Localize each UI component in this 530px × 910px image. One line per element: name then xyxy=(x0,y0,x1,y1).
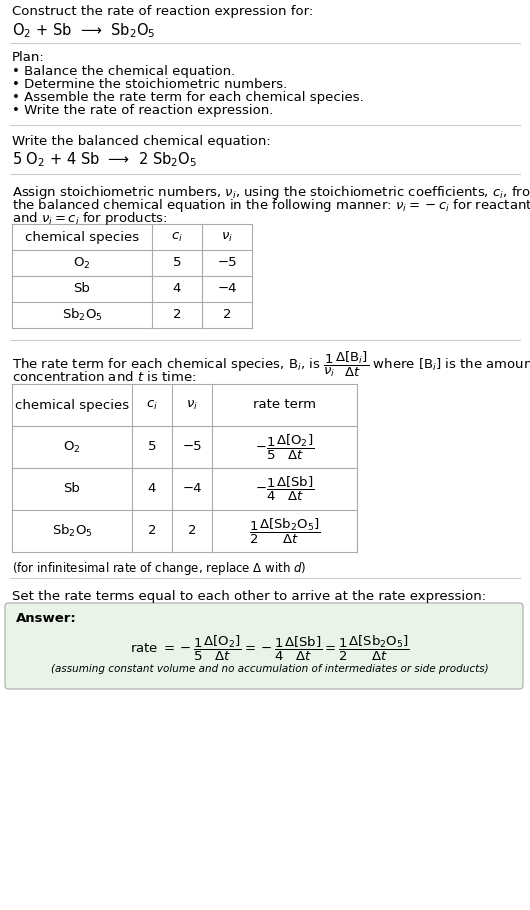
Text: O$_2$ + Sb  ⟶  Sb$_2$O$_5$: O$_2$ + Sb ⟶ Sb$_2$O$_5$ xyxy=(12,21,155,40)
Text: Sb$_2$O$_5$: Sb$_2$O$_5$ xyxy=(61,307,102,323)
Text: $\nu_i$: $\nu_i$ xyxy=(221,230,233,244)
Text: $\dfrac{1}{2}\dfrac{\Delta[\mathrm{Sb_2O_5}]}{\Delta t}$: $\dfrac{1}{2}\dfrac{\Delta[\mathrm{Sb_2O… xyxy=(249,516,320,546)
Text: 2: 2 xyxy=(223,308,231,321)
Text: Answer:: Answer: xyxy=(16,612,77,625)
Text: Plan:: Plan: xyxy=(12,51,45,64)
Text: rate term: rate term xyxy=(253,399,316,411)
Text: Sb: Sb xyxy=(74,282,91,296)
Text: Construct the rate of reaction expression for:: Construct the rate of reaction expressio… xyxy=(12,5,313,18)
Text: 5: 5 xyxy=(173,257,181,269)
Text: 2: 2 xyxy=(173,308,181,321)
Text: The rate term for each chemical species, B$_i$, is $\dfrac{1}{\nu_i}\dfrac{\Delt: The rate term for each chemical species,… xyxy=(12,350,530,379)
Text: $-\dfrac{1}{4}\dfrac{\Delta[\mathrm{Sb}]}{\Delta t}$: $-\dfrac{1}{4}\dfrac{\Delta[\mathrm{Sb}]… xyxy=(255,475,314,503)
Text: Sb$_2$O$_5$: Sb$_2$O$_5$ xyxy=(51,523,92,539)
Text: • Balance the chemical equation.: • Balance the chemical equation. xyxy=(12,65,235,78)
Text: $c_i$: $c_i$ xyxy=(146,399,158,411)
Text: $\nu_i$: $\nu_i$ xyxy=(186,399,198,411)
Text: concentration and $t$ is time:: concentration and $t$ is time: xyxy=(12,370,196,384)
Text: • Assemble the rate term for each chemical species.: • Assemble the rate term for each chemic… xyxy=(12,91,364,104)
Text: $c_i$: $c_i$ xyxy=(171,230,183,244)
Text: Assign stoichiometric numbers, $\nu_i$, using the stoichiometric coefficients, $: Assign stoichiometric numbers, $\nu_i$, … xyxy=(12,184,530,201)
Text: • Write the rate of reaction expression.: • Write the rate of reaction expression. xyxy=(12,104,273,117)
Text: 5: 5 xyxy=(148,440,156,453)
Text: −4: −4 xyxy=(182,482,202,496)
Text: 4: 4 xyxy=(148,482,156,496)
Text: rate $= -\dfrac{1}{5}\dfrac{\Delta[\mathrm{O_2}]}{\Delta t} = -\dfrac{1}{4}\dfra: rate $= -\dfrac{1}{5}\dfrac{\Delta[\math… xyxy=(130,634,410,663)
Text: Sb: Sb xyxy=(64,482,81,496)
Text: 2: 2 xyxy=(148,524,156,538)
Text: −5: −5 xyxy=(217,257,237,269)
Text: and $\nu_i = c_i$ for products:: and $\nu_i = c_i$ for products: xyxy=(12,210,167,227)
Text: Write the balanced chemical equation:: Write the balanced chemical equation: xyxy=(12,135,271,148)
Text: −4: −4 xyxy=(217,282,237,296)
Text: 5 O$_2$ + 4 Sb  ⟶  2 Sb$_2$O$_5$: 5 O$_2$ + 4 Sb ⟶ 2 Sb$_2$O$_5$ xyxy=(12,150,197,168)
Text: 2: 2 xyxy=(188,524,196,538)
Text: chemical species: chemical species xyxy=(25,230,139,244)
Text: (for infinitesimal rate of change, replace Δ with $d$): (for infinitesimal rate of change, repla… xyxy=(12,560,306,577)
Text: • Determine the stoichiometric numbers.: • Determine the stoichiometric numbers. xyxy=(12,78,287,91)
Text: (assuming constant volume and no accumulation of intermediates or side products): (assuming constant volume and no accumul… xyxy=(51,664,489,674)
Text: O$_2$: O$_2$ xyxy=(73,256,91,270)
Text: 4: 4 xyxy=(173,282,181,296)
Text: O$_2$: O$_2$ xyxy=(63,440,81,455)
Text: the balanced chemical equation in the following manner: $\nu_i = -c_i$ for react: the balanced chemical equation in the fo… xyxy=(12,197,530,214)
Text: $-\dfrac{1}{5}\dfrac{\Delta[\mathrm{O_2}]}{\Delta t}$: $-\dfrac{1}{5}\dfrac{\Delta[\mathrm{O_2}… xyxy=(255,432,314,461)
Text: Set the rate terms equal to each other to arrive at the rate expression:: Set the rate terms equal to each other t… xyxy=(12,590,486,603)
Text: −5: −5 xyxy=(182,440,202,453)
Text: chemical species: chemical species xyxy=(15,399,129,411)
FancyBboxPatch shape xyxy=(5,603,523,689)
